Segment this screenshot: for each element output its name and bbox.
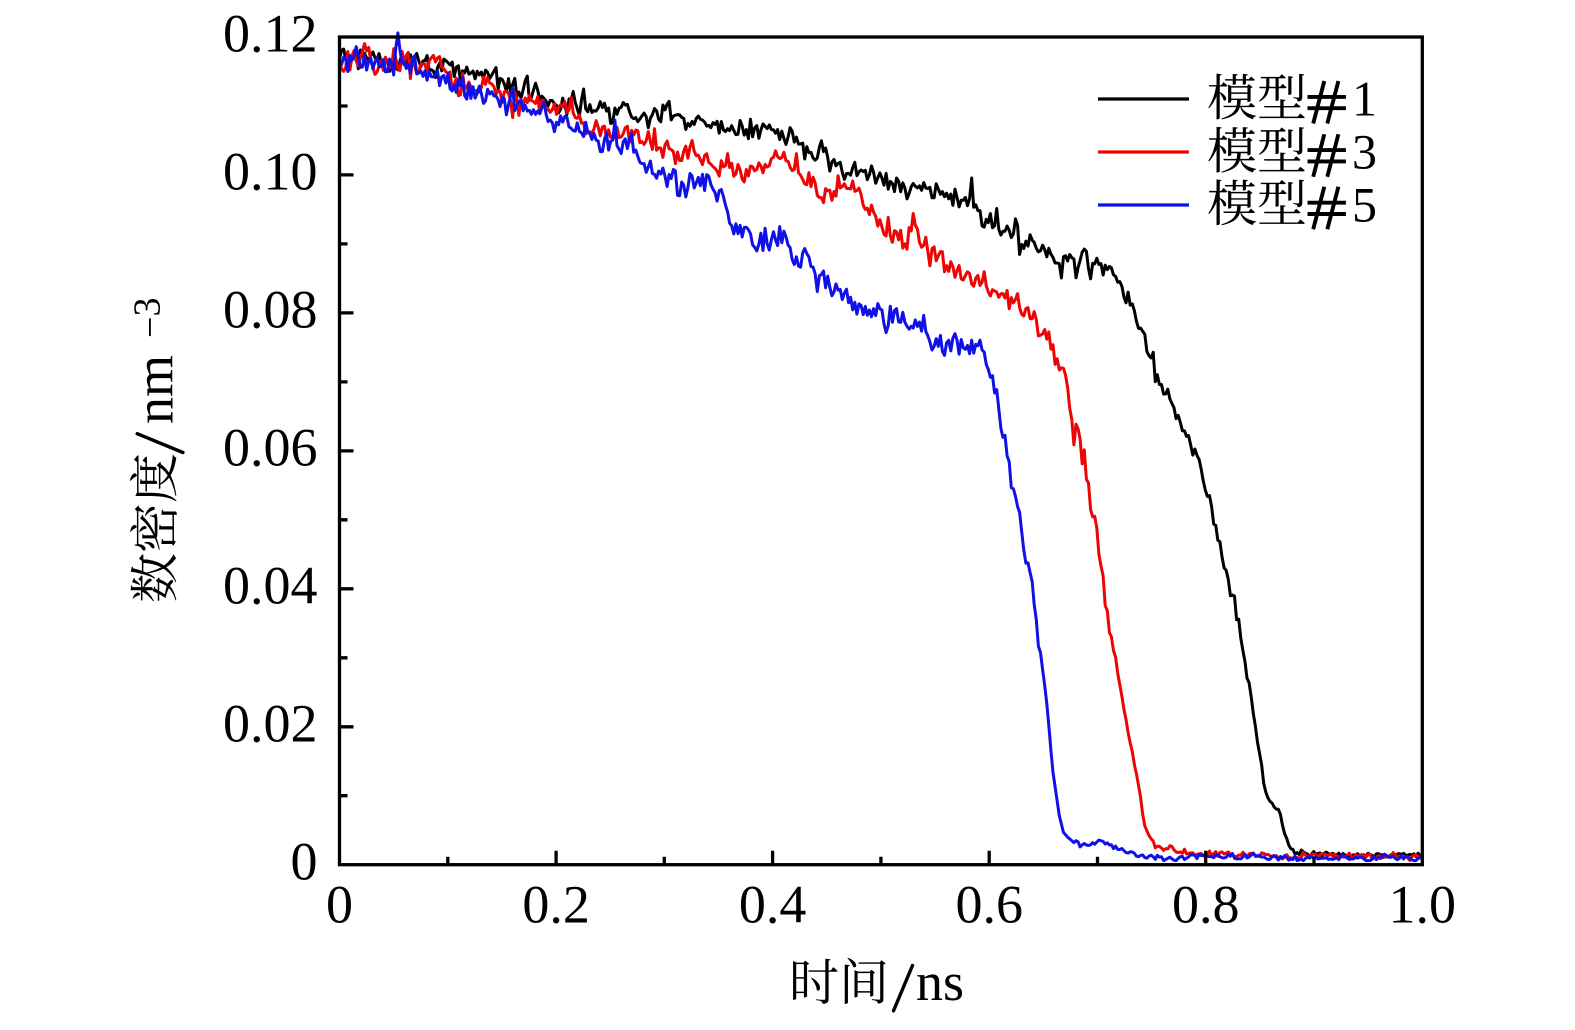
svg-text:0.6: 0.6 — [955, 875, 1023, 935]
svg-text:0.12: 0.12 — [223, 4, 318, 64]
svg-text:ns: ns — [916, 952, 964, 1012]
svg-text:1.0: 1.0 — [1389, 875, 1457, 935]
svg-text:−: − — [130, 317, 172, 338]
svg-text:5: 5 — [1352, 176, 1377, 232]
svg-text:0.10: 0.10 — [223, 142, 318, 202]
svg-text:0: 0 — [326, 875, 353, 935]
svg-text:0.2: 0.2 — [522, 875, 590, 935]
svg-text:3: 3 — [127, 298, 169, 317]
svg-text:0.8: 0.8 — [1172, 875, 1240, 935]
svg-text:3: 3 — [1352, 124, 1377, 180]
svg-text:0.04: 0.04 — [223, 555, 318, 615]
svg-text:0.02: 0.02 — [223, 693, 318, 753]
svg-text:0.06: 0.06 — [223, 418, 318, 478]
svg-text:nm: nm — [125, 355, 185, 424]
svg-text:0.08: 0.08 — [223, 280, 318, 340]
svg-text:1: 1 — [1352, 71, 1377, 127]
svg-text:0: 0 — [291, 831, 318, 891]
svg-text:0.4: 0.4 — [739, 875, 807, 935]
